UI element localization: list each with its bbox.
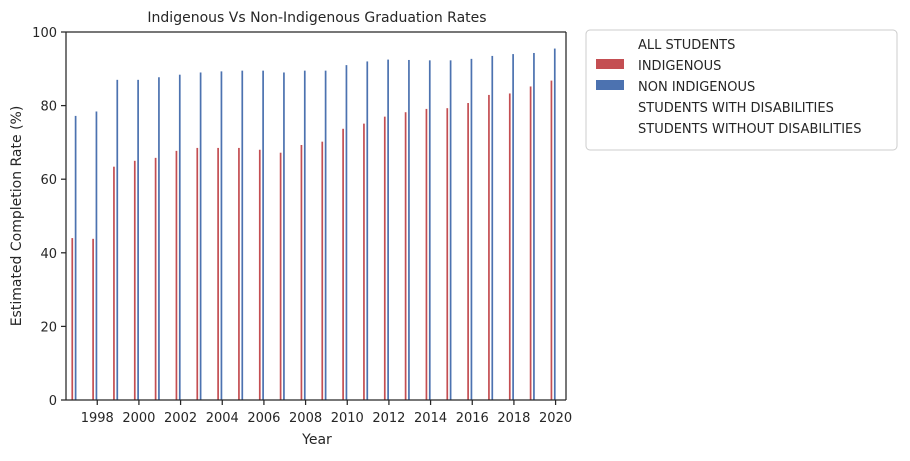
bar-non-indigenous-2016: [470, 58, 473, 401]
bar-indigenous-2005: [238, 147, 240, 400]
bar-non-indigenous-2018: [512, 54, 514, 400]
bar-indigenous-2015: [446, 108, 449, 401]
bar-non-indigenous-2001: [158, 77, 160, 400]
legend-label-all-students: ALL STUDENTS: [638, 38, 735, 53]
x-tick-label-2006: 2006: [247, 411, 280, 426]
bar-indigenous-2000: [133, 160, 136, 400]
legend-frame: [585, 29, 898, 151]
axes-layer: 0 20 40 60 80 100 1998 2000 2002 2004 2006 2008 2010…: [32, 26, 572, 426]
bar-indigenous-2011: [363, 123, 365, 400]
bar-indigenous-2007: [279, 152, 282, 400]
bar-non-indigenous-2017: [491, 55, 494, 401]
x-tick-label-2002: 2002: [164, 411, 197, 426]
legend: ALL STUDENTS INDIGENOUS NON INDIGENOUS STUD…: [585, 29, 898, 151]
chart-title: Indigenous Vs Non-Indigenous Graduation …: [147, 10, 486, 26]
bar-indigenous-2020: [550, 80, 553, 400]
legend-label-students-with-disabilities: STUDENTS WITH DISABILITIES: [638, 101, 834, 116]
bar-indigenous-2018: [508, 93, 511, 401]
bar-indigenous-2009: [321, 141, 324, 400]
y-tick-label-100: 100: [32, 26, 57, 41]
bar-indigenous-2016: [467, 103, 469, 401]
y-tick-label-60: 60: [40, 173, 57, 188]
bar-indigenous-2010: [342, 128, 344, 400]
y-tick-label-40: 40: [40, 247, 57, 262]
x-tick-label-2004: 2004: [206, 411, 239, 426]
legend-label-students-without-disabilities: STUDENTS WITHOUT DISABILITIES: [638, 122, 862, 137]
x-tick-label-2008: 2008: [289, 411, 322, 426]
bar-non-indigenous-2012: [387, 59, 389, 400]
y-axis-label: Estimated Completion Rate (%): [9, 106, 25, 327]
bar-indigenous-2002: [175, 150, 178, 400]
bar-non-indigenous-2020: [553, 48, 556, 401]
legend-label-indigenous: INDIGENOUS: [638, 59, 721, 74]
bar-indigenous-2001: [154, 157, 157, 400]
x-tick-label-2016: 2016: [456, 411, 489, 426]
bar-non-indigenous-1998: [95, 111, 98, 401]
x-tick-label-2020: 2020: [539, 411, 572, 426]
bar-non-indigenous-2003: [199, 72, 202, 400]
bar-indigenous-2013: [404, 112, 407, 400]
x-tick-label-1998: 1998: [81, 411, 114, 426]
bar-indigenous-2003: [196, 147, 199, 400]
bar-indigenous-2019: [529, 86, 532, 401]
bar-non-indigenous-2004: [220, 71, 223, 400]
y-tick-label-80: 80: [40, 100, 57, 115]
bar-non-indigenous-2000: [137, 79, 139, 400]
bar-non-indigenous-2009: [324, 70, 327, 400]
bar-non-indigenous-2002: [178, 74, 181, 400]
bar-non-indigenous-2011: [366, 61, 369, 400]
legend-swatch-indigenous: [596, 59, 624, 69]
bar-indigenous-1998: [92, 238, 94, 400]
bar-non-indigenous-2010: [345, 65, 348, 401]
bar-non-indigenous-2005: [241, 70, 244, 400]
bar-indigenous-2012: [383, 116, 386, 400]
bar-indigenous-1999: [113, 166, 115, 400]
x-tick-label-2012: 2012: [372, 411, 405, 426]
legend-swatch-non-indigenous: [596, 80, 624, 90]
bar-indigenous-2008: [300, 144, 303, 400]
bar-indigenous-2004: [217, 147, 219, 400]
x-tick-label-2018: 2018: [497, 411, 530, 426]
y-tick-label-0: 0: [49, 394, 57, 409]
y-tick-label-20: 20: [40, 320, 57, 335]
bar-non-indigenous-2015: [449, 60, 452, 401]
bar-indigenous-2006: [258, 149, 261, 400]
x-tick-label-2014: 2014: [414, 411, 447, 426]
x-axis-label: Year: [301, 432, 332, 448]
bar-non-indigenous-2007: [283, 72, 285, 400]
bar-non-indigenous-2014: [428, 60, 431, 401]
legend-label-non-indigenous: NON INDIGENOUS: [638, 80, 755, 95]
bar-indigenous-2014: [425, 108, 428, 400]
bar-non-indigenous-2008: [303, 70, 306, 400]
bar-non-indigenous-1997: [74, 115, 77, 401]
bar-indigenous-2017: [488, 94, 490, 401]
bar-indigenous-1997: [71, 238, 74, 400]
bar-non-indigenous-2019: [533, 52, 535, 400]
x-tick-label-2000: 2000: [122, 411, 155, 426]
bars-layer: [71, 48, 556, 401]
bar-non-indigenous-2013: [408, 59, 410, 400]
bar-non-indigenous-2006: [262, 70, 264, 400]
bar-non-indigenous-1999: [116, 79, 119, 400]
x-tick-label-2010: 2010: [331, 411, 364, 426]
